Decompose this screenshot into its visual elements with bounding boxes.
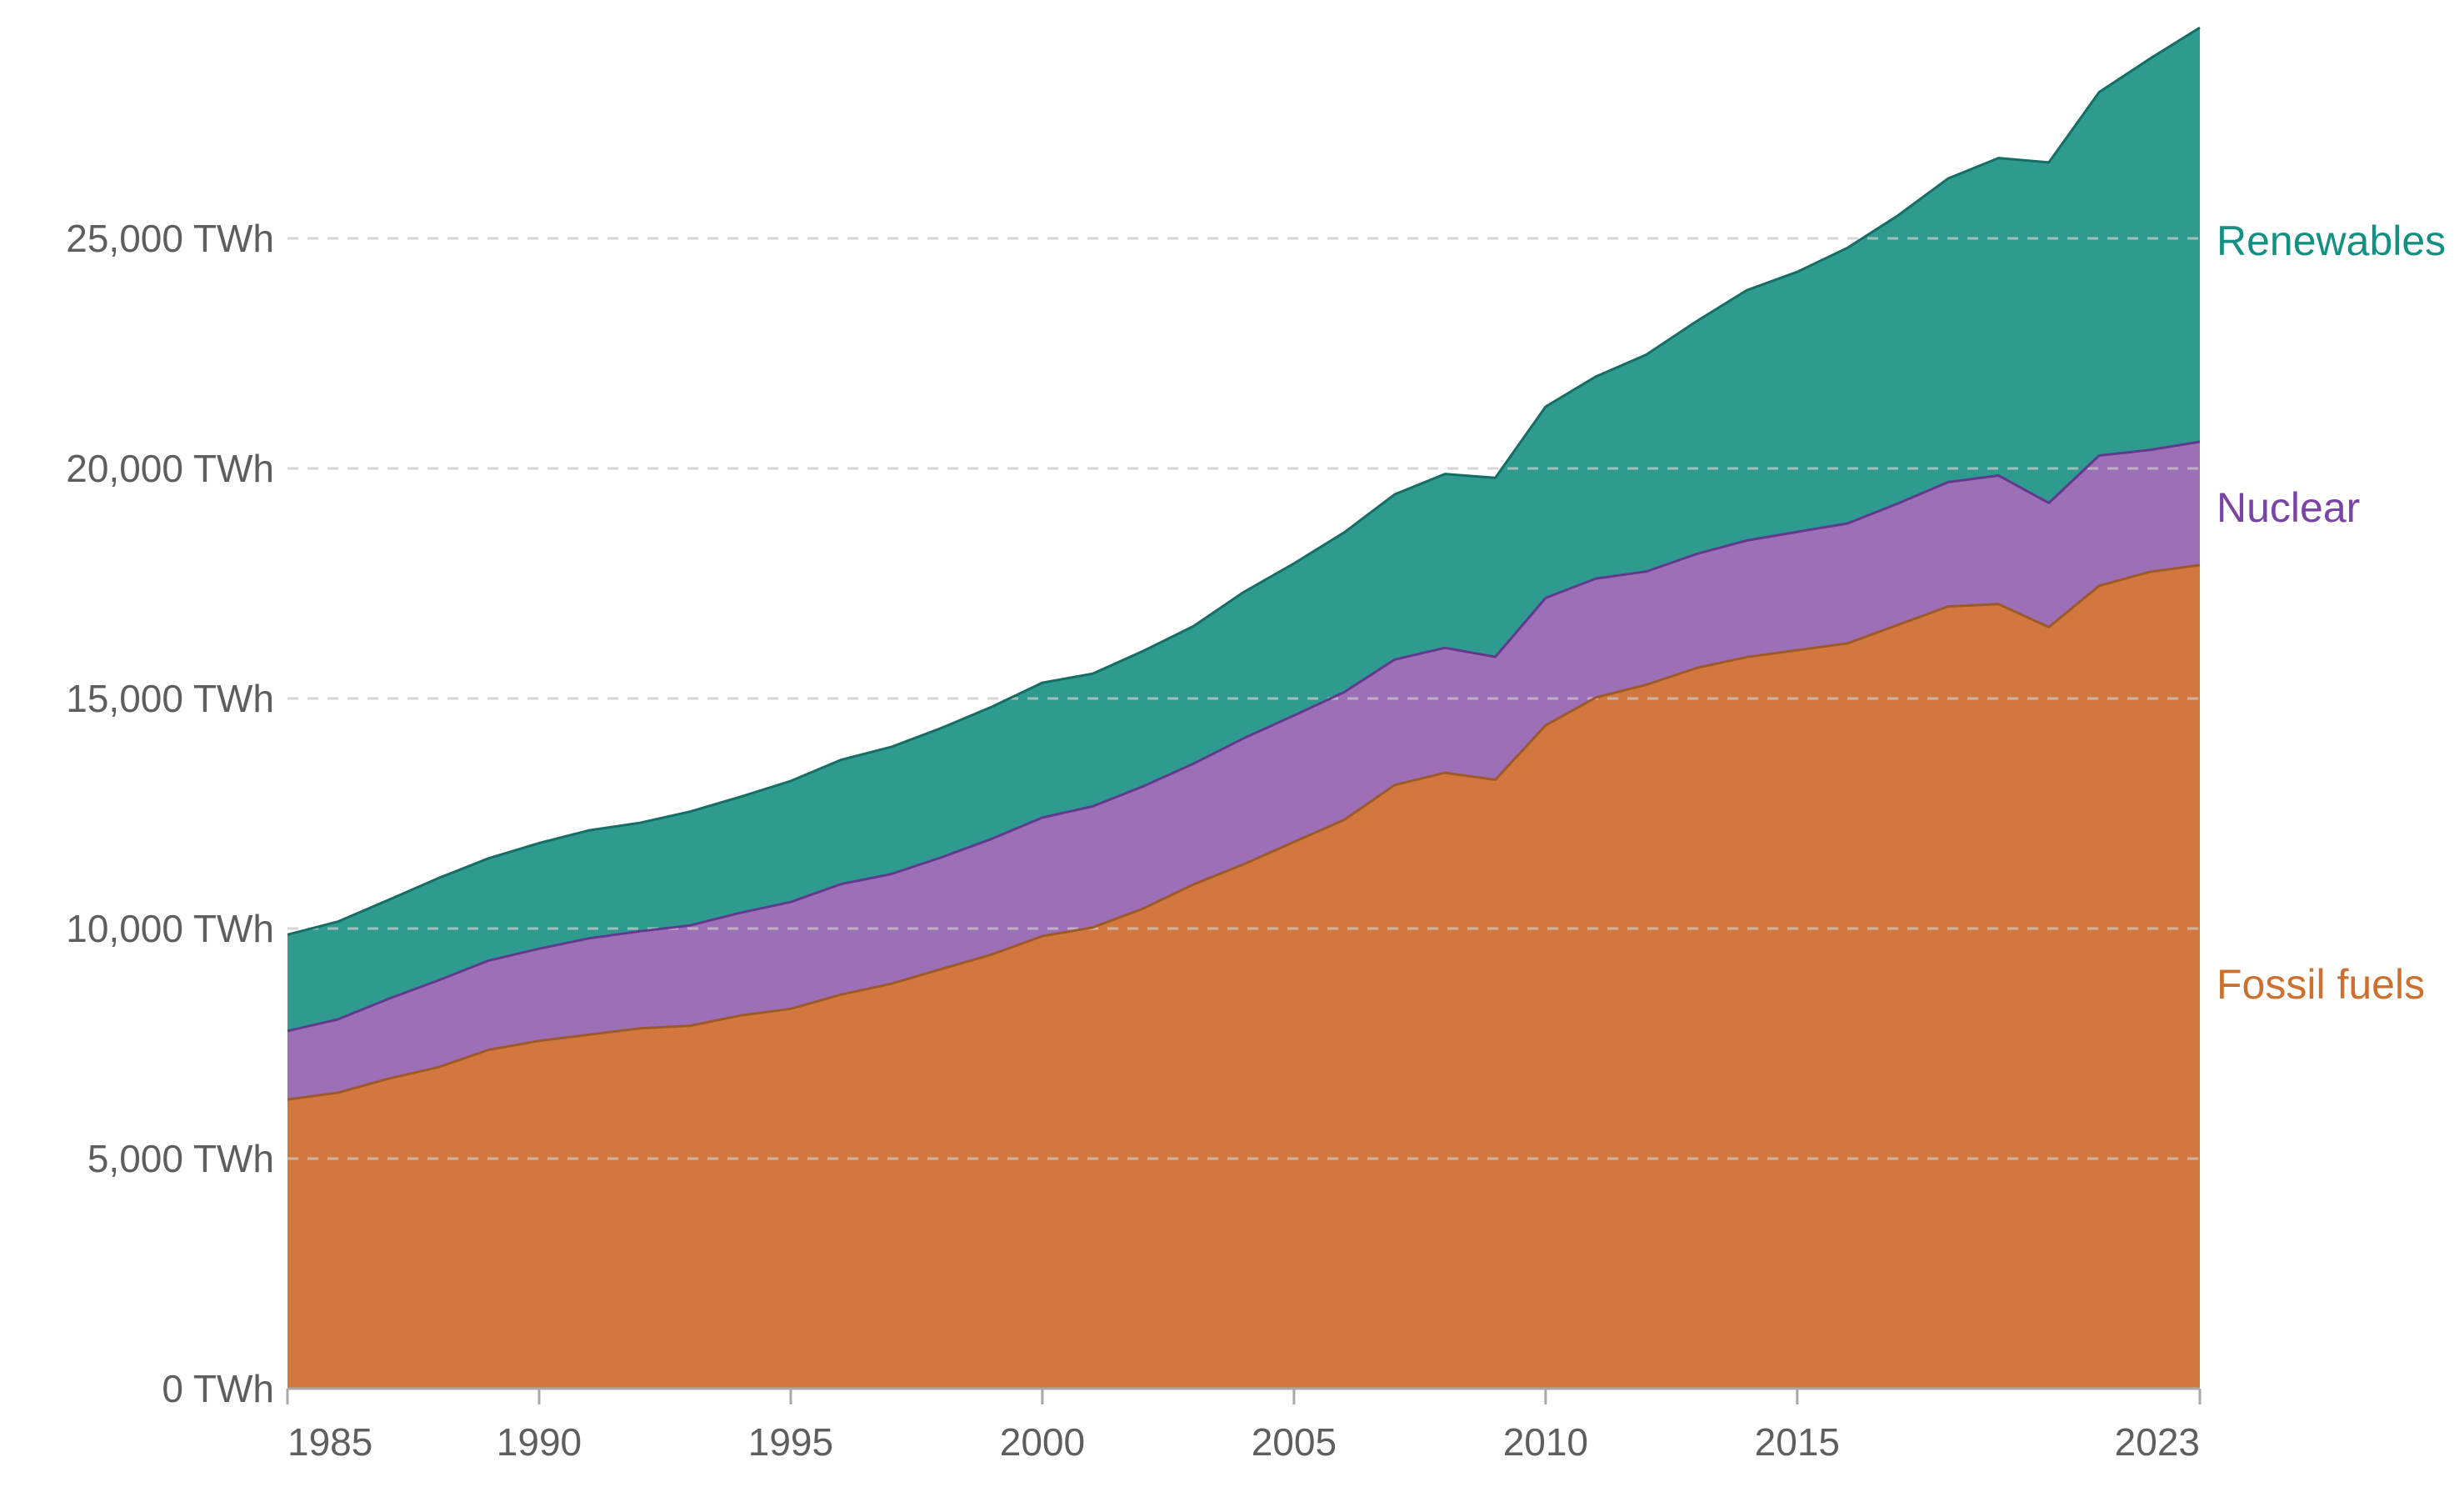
area-band-nuclear[interactable]: [287, 442, 2200, 1100]
border-line-renewables: [287, 26, 2201, 936]
area-bands[interactable]: [287, 28, 2200, 1389]
x-tick-label-1995: 1995: [748, 1420, 833, 1464]
y-tick-label-15000: 15,000 TWh: [66, 677, 274, 720]
y-tick-label-5000: 5,000 TWh: [87, 1137, 274, 1180]
legend-label-fossil-fuels[interactable]: Fossil fuels: [2217, 961, 2426, 1008]
x-tick-label-2023: 2023: [2115, 1420, 2200, 1464]
legend-label-renewables[interactable]: Renewables: [2217, 218, 2447, 264]
border-line-nuclear: [287, 440, 2201, 1033]
x-tick-label-1990: 1990: [497, 1420, 582, 1464]
area-band-fossil-fuels[interactable]: [287, 564, 2200, 1389]
x-axis-tick-labels: 1985 1990 1995 2000 2005 2010 2015 2023: [287, 1420, 2200, 1464]
x-tick-label-2000: 2000: [1000, 1420, 1085, 1464]
y-tick-label-0: 0 TWh: [162, 1367, 274, 1410]
x-axis: [286, 1387, 2202, 1404]
y-axis-tick-labels: 0 TWh 5,000 TWh 10,000 TWh 15,000 TWh 20,000…: [66, 217, 274, 1410]
area-band-renewables[interactable]: [287, 28, 2200, 1031]
y-tick-label-20000: 20,000 TWh: [66, 447, 274, 490]
series-border-lines: [287, 26, 2201, 1101]
x-tick-label-2005: 2005: [1252, 1420, 1337, 1464]
x-tick-label-2010: 2010: [1503, 1420, 1588, 1464]
border-line-fossil-fuels: [287, 563, 2201, 1101]
y-tick-label-10000: 10,000 TWh: [66, 907, 274, 950]
y-tick-label-25000: 25,000 TWh: [66, 217, 274, 260]
x-tick-label-2015: 2015: [1755, 1420, 1840, 1464]
x-tick-label-1985: 1985: [287, 1420, 372, 1464]
legend-label-nuclear[interactable]: Nuclear: [2217, 484, 2361, 531]
